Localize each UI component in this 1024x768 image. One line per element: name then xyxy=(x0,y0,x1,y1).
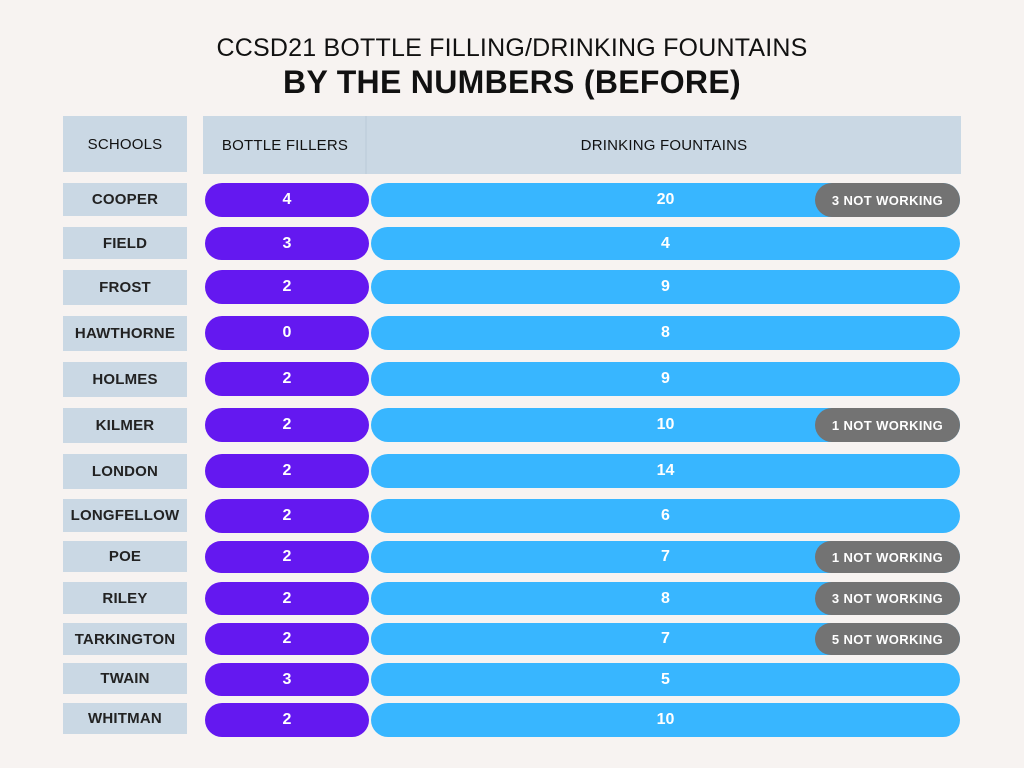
school-label: WHITMAN xyxy=(63,703,187,734)
bottle-fillers-bar: 0 xyxy=(205,316,369,350)
drinking-fountains-bar: 8 3 NOT WORKING xyxy=(371,582,960,615)
drinking-fountains-value: 6 xyxy=(661,507,670,524)
drinking-fountains-value: 8 xyxy=(661,589,670,607)
bottle-fillers-bar: 2 xyxy=(205,582,369,615)
drinking-fountains-value: 5 xyxy=(661,670,670,688)
drinking-fountains-bar: 14 xyxy=(371,454,960,488)
school-label: LONGFELLOW xyxy=(63,499,187,532)
not-working-badge: 3 NOT WORKING xyxy=(815,582,960,615)
drinking-fountains-bar: 6 xyxy=(371,499,960,533)
bottle-fillers-bar: 4 xyxy=(205,183,369,217)
school-label: FIELD xyxy=(63,227,187,259)
school-label: TARKINGTON xyxy=(63,623,187,655)
bottle-fillers-bar: 2 xyxy=(205,623,369,655)
drinking-fountains-bar: 4 xyxy=(371,227,960,260)
header-divider xyxy=(365,116,367,174)
chart-title: CCSD21 BOTTLE FILLING/DRINKING FOUNTAINS xyxy=(216,34,808,62)
drinking-fountains-value: 8 xyxy=(661,324,670,341)
not-working-badge: 1 NOT WORKING xyxy=(815,541,960,573)
school-label: LONDON xyxy=(63,454,187,489)
school-label: FROST xyxy=(63,270,187,305)
not-working-badge: 1 NOT WORKING xyxy=(815,408,960,442)
not-working-badge: 5 NOT WORKING xyxy=(815,623,960,655)
not-working-badge: 3 NOT WORKING xyxy=(815,183,960,217)
drinking-fountains-bar: 10 1 NOT WORKING xyxy=(371,408,960,442)
school-label: COOPER xyxy=(63,183,187,216)
drinking-fountains-bar: 9 xyxy=(371,270,960,304)
school-label: RILEY xyxy=(63,582,187,614)
bottle-fillers-bar: 2 xyxy=(205,408,369,442)
drinking-fountains-value: 9 xyxy=(661,370,670,387)
bottle-fillers-bar: 2 xyxy=(205,270,369,304)
school-label: HAWTHORNE xyxy=(63,316,187,351)
drinking-fountains-bar: 7 1 NOT WORKING xyxy=(371,541,960,573)
bottle-fillers-bar: 3 xyxy=(205,227,369,260)
bottle-fillers-bar: 2 xyxy=(205,499,369,533)
bottle-fillers-bar: 2 xyxy=(205,541,369,573)
drinking-fountains-value: 9 xyxy=(661,278,670,295)
drinking-fountains-bar: 7 5 NOT WORKING xyxy=(371,623,960,655)
drinking-fountains-value: 4 xyxy=(661,234,670,252)
drinking-fountains-bar: 9 xyxy=(371,362,960,396)
school-label: TWAIN xyxy=(63,663,187,694)
header-drinking-fountains: DRINKING FOUNTAINS xyxy=(367,116,961,174)
drinking-fountains-value: 10 xyxy=(656,711,675,728)
drinking-fountains-value: 14 xyxy=(656,462,675,479)
chart-subtitle: BY THE NUMBERS (BEFORE) xyxy=(283,64,741,100)
bottle-fillers-bar: 3 xyxy=(205,663,369,696)
drinking-fountains-value: 7 xyxy=(661,548,670,565)
drinking-fountains-bar: 10 xyxy=(371,703,960,737)
school-label: HOLMES xyxy=(63,362,187,397)
header-schools: SCHOOLS xyxy=(63,116,187,172)
school-label: POE xyxy=(63,541,187,572)
school-label: KILMER xyxy=(63,408,187,443)
header-bottle-fillers: BOTTLE FILLERS xyxy=(203,116,367,174)
bottle-fillers-bar: 2 xyxy=(205,454,369,488)
drinking-fountains-bar: 8 xyxy=(371,316,960,350)
drinking-fountains-value: 7 xyxy=(661,630,670,647)
drinking-fountains-bar: 5 xyxy=(371,663,960,696)
drinking-fountains-value: 10 xyxy=(656,416,675,433)
bottle-fillers-bar: 2 xyxy=(205,703,369,737)
drinking-fountains-bar: 20 3 NOT WORKING xyxy=(371,183,960,217)
drinking-fountains-value: 20 xyxy=(656,191,675,208)
bottle-fillers-bar: 2 xyxy=(205,362,369,396)
